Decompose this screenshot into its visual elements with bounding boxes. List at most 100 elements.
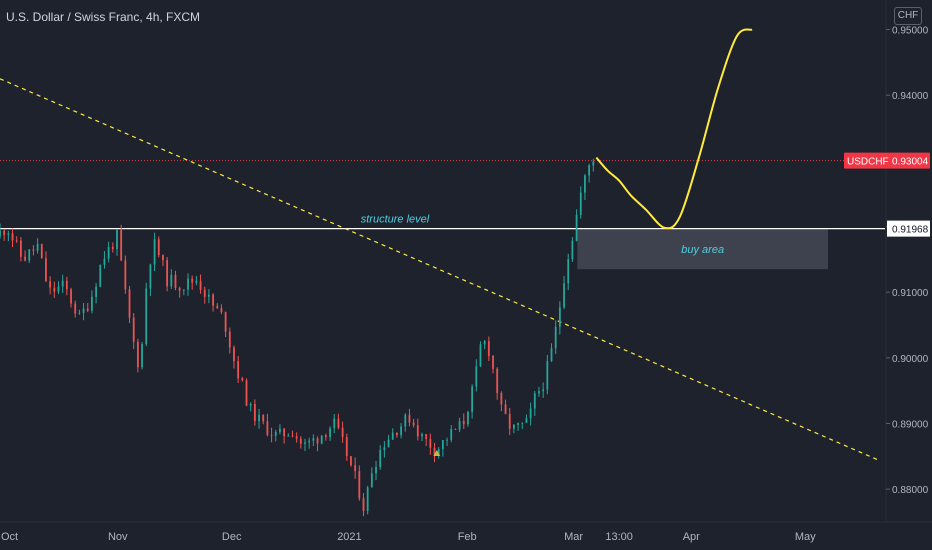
- candle: [525, 418, 528, 423]
- candle: [228, 331, 231, 348]
- candle: [178, 287, 181, 291]
- candle: [387, 439, 390, 448]
- candle: [19, 240, 22, 257]
- candle: [74, 303, 77, 314]
- candle: [253, 404, 256, 422]
- candle: [32, 249, 35, 251]
- y-tick-label: 0.88000: [892, 485, 929, 496]
- candle: [433, 447, 436, 455]
- candle: [358, 471, 361, 499]
- candle: [383, 447, 386, 451]
- candle: [270, 434, 273, 436]
- candle: [191, 278, 194, 283]
- candle: [554, 326, 557, 349]
- x-tick-label: 2021: [337, 531, 361, 543]
- candle: [454, 428, 457, 430]
- candle: [462, 421, 465, 425]
- candle: [446, 439, 448, 441]
- candle: [224, 312, 227, 332]
- x-tick-label: 13:00: [605, 531, 633, 543]
- candle: [529, 408, 532, 419]
- candle: [170, 274, 173, 287]
- candle: [7, 233, 10, 235]
- candle: [95, 286, 97, 297]
- candle: [116, 229, 118, 250]
- candle: [199, 281, 202, 290]
- candle: [563, 283, 565, 308]
- candle: [458, 421, 461, 430]
- candle: [82, 308, 85, 313]
- y-tick-label: 0.95000: [892, 26, 929, 37]
- candle: [40, 243, 43, 259]
- y-tick-label: 0.90000: [892, 354, 929, 365]
- current-price-value: 0.93004: [892, 157, 929, 168]
- candle: [412, 422, 415, 426]
- x-tick-label: Nov: [108, 531, 128, 543]
- candle: [103, 258, 106, 265]
- candle: [274, 432, 277, 436]
- candle: [237, 361, 240, 379]
- candle: [49, 281, 52, 288]
- candle: [396, 432, 398, 436]
- candle: [575, 214, 578, 241]
- candle: [132, 317, 135, 342]
- candle: [45, 258, 47, 282]
- candle: [479, 344, 482, 367]
- candle: [513, 424, 515, 429]
- candle: [546, 361, 549, 390]
- candle: [408, 414, 411, 423]
- candle: [316, 438, 319, 444]
- candle: [521, 422, 524, 424]
- candle: [111, 247, 114, 250]
- x-tick-label: Apr: [683, 531, 700, 543]
- structure-level-label: structure level: [361, 214, 430, 226]
- candle: [441, 440, 444, 450]
- candle: [124, 260, 127, 290]
- candle: [329, 428, 331, 438]
- candle: [475, 366, 478, 387]
- buy-area-label: buy area: [681, 244, 724, 256]
- y-tick-label: 0.94000: [892, 91, 929, 102]
- candle: [421, 434, 423, 437]
- candle: [584, 175, 586, 193]
- candle: [53, 287, 56, 292]
- candle: [166, 260, 169, 287]
- candle: [283, 428, 286, 437]
- candle: [404, 414, 407, 427]
- candle: [262, 414, 265, 422]
- candle: [3, 230, 6, 235]
- chart-title: U.S. Dollar / Swiss Franc, 4h, FXCM: [6, 10, 201, 24]
- candle: [153, 239, 156, 265]
- candle: [266, 421, 269, 435]
- candle: [136, 341, 139, 368]
- candle: [128, 289, 131, 318]
- candle: [0, 230, 1, 237]
- candle: [571, 240, 574, 260]
- candle: [588, 165, 591, 176]
- x-tick-label: Dec: [222, 531, 242, 543]
- candle: [471, 386, 474, 412]
- candle: [312, 438, 315, 441]
- candle: [65, 280, 68, 290]
- structure-price-value: 0.91968: [892, 225, 929, 236]
- currency-button[interactable]: CHF: [894, 7, 922, 25]
- candle: [304, 442, 306, 444]
- candle: [120, 229, 123, 261]
- candle: [567, 259, 570, 284]
- candle: [324, 435, 327, 438]
- candle: [375, 466, 377, 474]
- candle: [245, 380, 248, 406]
- current-price-symbol: USDCHF: [847, 157, 889, 168]
- candle: [233, 347, 235, 362]
- candle: [182, 289, 185, 291]
- x-tick-label: Mar: [564, 531, 583, 543]
- candle: [220, 308, 223, 313]
- candle: [542, 389, 545, 392]
- candle: [533, 393, 536, 409]
- candle: [91, 296, 93, 311]
- candle: [141, 344, 143, 368]
- candle: [157, 239, 160, 255]
- candle: [208, 294, 210, 297]
- candle: [538, 391, 540, 394]
